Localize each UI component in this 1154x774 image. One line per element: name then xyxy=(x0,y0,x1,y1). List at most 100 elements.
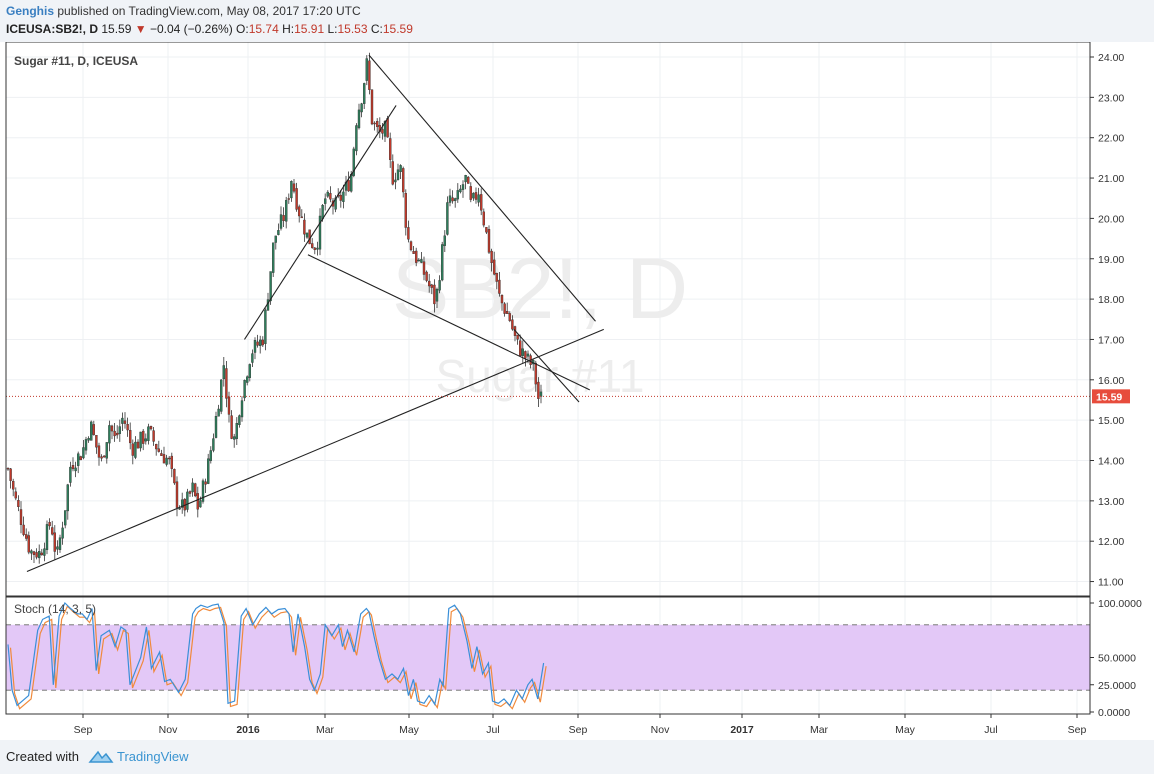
candle-body xyxy=(417,259,420,262)
candle-body xyxy=(360,103,363,113)
candle-body xyxy=(45,524,49,550)
candle-body xyxy=(300,216,303,218)
candle-body xyxy=(84,439,88,451)
candle-body xyxy=(144,438,148,442)
candle-body xyxy=(259,339,262,346)
stoch-tick-label: 0.0000 xyxy=(1098,707,1130,719)
candle-body xyxy=(9,468,12,481)
candle-body xyxy=(69,466,72,483)
candle-body xyxy=(201,480,205,502)
chart-canvas[interactable]: SB2!, D Sugar #11 Sugar #11, D, ICEUSA 1… xyxy=(0,42,1154,740)
candle-body xyxy=(298,206,301,217)
candle-body xyxy=(160,453,163,456)
price-tick-label: 11.00 xyxy=(1098,577,1124,589)
time-tick-label: Sep xyxy=(74,724,93,736)
candle-body xyxy=(147,426,150,441)
candle-body xyxy=(11,481,15,490)
candle-body xyxy=(506,311,509,314)
time-tick-label: Mar xyxy=(810,724,829,736)
price-tick-label: 18.00 xyxy=(1098,294,1124,306)
candle-body xyxy=(524,351,527,359)
candle-body xyxy=(451,197,454,202)
candle-body xyxy=(347,180,350,192)
candle-body xyxy=(162,454,166,464)
stoch-axis[interactable]: 100.0000 50.0000 25.0000 0.0000 xyxy=(1090,598,1142,719)
candle-body xyxy=(339,194,342,201)
price-tick-label: 23.00 xyxy=(1098,92,1124,104)
candle-body xyxy=(38,551,41,559)
price-axis[interactable]: 24.00 23.00 22.00 21.00 20.00 19.00 18.00 17.00… xyxy=(1090,52,1124,589)
tradingview-brand-link[interactable]: TradingView xyxy=(117,749,189,764)
candle-body xyxy=(256,341,259,346)
candle-body xyxy=(287,198,290,200)
candle-body xyxy=(305,232,309,238)
candle-body xyxy=(152,430,155,442)
time-tick-label: Sep xyxy=(1068,724,1087,736)
candle-body xyxy=(420,259,423,263)
price-tick-label: 19.00 xyxy=(1098,254,1124,266)
candle-body xyxy=(167,457,171,460)
time-tick-label: Sep xyxy=(569,724,588,736)
time-axis[interactable]: Sep Nov 2016 Mar May Jul Sep Nov 2017 Mar May Jul Se… xyxy=(74,714,1087,736)
candle-body xyxy=(373,122,376,125)
candle-body xyxy=(285,200,288,222)
high-label: H: xyxy=(282,22,295,36)
candle-body xyxy=(222,365,226,380)
candle-body xyxy=(508,313,511,321)
created-with-label: Created with xyxy=(6,749,79,764)
price-pane-frame xyxy=(5,42,1091,597)
candle-body xyxy=(175,481,179,508)
watermark: SB2!, D Sugar #11 xyxy=(392,241,688,402)
candle-body xyxy=(318,215,322,250)
candle-body xyxy=(480,194,483,211)
candle-body xyxy=(277,230,280,235)
candle-body xyxy=(365,58,368,81)
candle-body xyxy=(6,468,10,470)
candle-body xyxy=(464,174,467,183)
candle-body xyxy=(407,227,410,240)
candle-body xyxy=(454,198,457,201)
candle-body xyxy=(490,250,493,264)
candle-body xyxy=(539,391,543,397)
candle-body xyxy=(487,229,491,253)
candle-body xyxy=(485,227,488,233)
candle-body xyxy=(19,509,23,525)
high-value: 15.91 xyxy=(294,22,325,36)
candle-body xyxy=(40,552,43,556)
candle-body xyxy=(399,165,402,173)
candle-body xyxy=(17,500,20,508)
author-link[interactable]: Genghis xyxy=(6,4,55,18)
candle-body xyxy=(272,242,275,273)
candle-body xyxy=(32,551,36,556)
candle-body xyxy=(443,235,446,246)
candle-body xyxy=(435,288,439,302)
publish-line: Genghis published on TradingView.com, Ma… xyxy=(6,4,361,18)
candle-body xyxy=(477,194,480,203)
candle-body xyxy=(178,508,181,510)
tradingview-logo-icon[interactable] xyxy=(88,748,114,766)
candle-body xyxy=(394,179,397,183)
candle-body xyxy=(243,380,246,399)
candle-body xyxy=(118,426,122,434)
price-change: −0.04 (−0.26%) xyxy=(149,22,233,36)
candle-body xyxy=(180,499,184,508)
symbol-name[interactable]: ICEUSA:SB2!, D xyxy=(6,22,99,36)
candle-body xyxy=(329,193,332,200)
down-arrow-icon: ▼ xyxy=(134,22,147,36)
candle-body xyxy=(87,438,90,441)
candle-body xyxy=(217,408,220,417)
candle-body xyxy=(474,192,478,200)
price-tick-label: 24.00 xyxy=(1098,52,1124,64)
candle-body xyxy=(154,444,158,450)
trendlines xyxy=(26,54,604,572)
candle-body xyxy=(412,250,415,254)
candle-body xyxy=(53,532,56,552)
trendline xyxy=(26,328,604,572)
candle-body xyxy=(368,60,371,90)
candle-body xyxy=(303,219,306,235)
candle-body xyxy=(92,424,96,435)
candle-body xyxy=(56,546,59,550)
price-tick-label: 14.00 xyxy=(1098,456,1124,468)
candle-body xyxy=(206,458,210,484)
candle-body xyxy=(261,339,264,346)
